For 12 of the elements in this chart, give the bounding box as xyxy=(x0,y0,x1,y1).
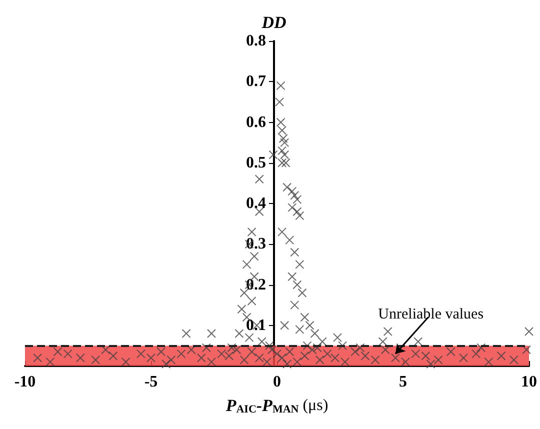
y-axis-title: DD xyxy=(260,13,286,32)
x-tick-label: 5 xyxy=(399,374,407,390)
y-tick-label: 0.4 xyxy=(246,195,266,212)
y-tick-label: 0.8 xyxy=(246,32,266,50)
y-tick-label: 0.6 xyxy=(246,114,266,131)
y-tick-label: 0.5 xyxy=(246,154,266,172)
x-tick-label: 10 xyxy=(521,374,537,390)
x-tick-label: -10 xyxy=(14,374,36,390)
annotation: Unreliable values xyxy=(378,306,484,322)
x-tick-label: 0 xyxy=(273,374,281,390)
y-tick-label: 0.7 xyxy=(246,73,266,90)
x-tick-label: -5 xyxy=(144,374,158,390)
